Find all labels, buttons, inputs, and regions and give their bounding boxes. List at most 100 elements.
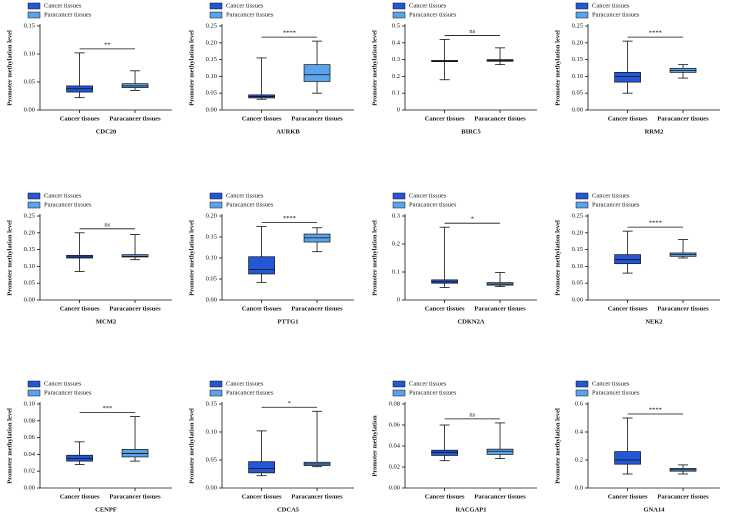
- panel: Cancer tissues Paracancer tissues Promoter…: [188, 192, 354, 325]
- y-axis-label: Promoter methylation level: [188, 30, 195, 106]
- legend-swatch: [575, 380, 589, 388]
- chart-title: PTTG1: [278, 318, 299, 325]
- legend-label: Cancer tissues: [226, 192, 264, 199]
- legend-swatch: [27, 192, 41, 200]
- legend-swatch: [209, 389, 223, 397]
- chart-title: GNA14: [644, 506, 666, 513]
- y-tick-label: 0.05: [206, 275, 217, 282]
- legend-label: Cancer tissues: [44, 2, 82, 9]
- y-tick-label: 0.05: [206, 456, 217, 463]
- x-tick-label: Paracancer tissues: [657, 115, 709, 122]
- legend-label: Paracancer tissues: [226, 389, 274, 396]
- legend-swatch: [392, 11, 406, 19]
- y-tick-label: 0.20: [572, 39, 583, 46]
- y-tick-label: 0.2: [575, 456, 583, 463]
- y-tick-label: 0.08: [389, 400, 400, 407]
- y-tick-label: 0.00: [572, 106, 583, 113]
- y-tick-label: 0.15: [206, 233, 217, 240]
- y-tick-label: 0.04: [24, 451, 36, 458]
- y-axis-label: Promoter methylation level: [554, 30, 561, 106]
- y-tick-label: 0.08: [24, 417, 35, 424]
- y-tick-label: 0.2: [392, 73, 400, 80]
- y-tick-label: 0.10: [24, 50, 35, 57]
- legend-label: Paracancer tissues: [409, 201, 457, 208]
- y-axis-label: Promoter methylation level: [6, 30, 13, 106]
- legend-swatch: [209, 380, 223, 388]
- box: [614, 254, 641, 265]
- y-tick-label: 0.20: [206, 212, 217, 219]
- legend-label: Cancer tissues: [592, 2, 630, 9]
- legend-swatch: [575, 2, 589, 10]
- significance-label: ****: [649, 406, 662, 413]
- panel: Cancer tissues Paracancer tissues Promoter…: [6, 380, 172, 513]
- y-tick-label: 0.10: [572, 263, 583, 270]
- y-tick-label: 0.5: [392, 22, 400, 29]
- box: [431, 449, 458, 456]
- y-axis-label: Promoter methylation level: [6, 220, 13, 296]
- y-tick-label: 0.06: [389, 421, 401, 428]
- y-tick-label: 0.10: [572, 73, 583, 80]
- chart-title: CENPF: [95, 506, 117, 513]
- y-tick-label: 0.15: [24, 22, 35, 29]
- legend-label: Cancer tissues: [44, 192, 82, 199]
- legend-swatch: [209, 2, 223, 10]
- box: [614, 72, 641, 83]
- x-tick-label: Cancer tissues: [608, 115, 648, 122]
- legend-label: Paracancer tissues: [592, 201, 640, 208]
- y-tick-label: 0.04: [389, 442, 401, 449]
- y-tick-label: 0.00: [572, 296, 583, 303]
- panel: Cancer tissues Paracancer tissues Promoter…: [371, 192, 537, 325]
- y-tick-label: 0.4: [575, 428, 584, 435]
- y-tick-label: 0.25: [572, 22, 583, 29]
- x-tick-label: Paracancer tissues: [109, 493, 161, 500]
- legend-label: Paracancer tissues: [592, 11, 640, 18]
- y-tick-label: 0.20: [206, 39, 217, 46]
- legend-label: Cancer tissues: [409, 2, 447, 9]
- y-tick-label: 0.00: [206, 106, 217, 113]
- x-tick-label: Paracancer tissues: [474, 305, 526, 312]
- y-tick-label: 0.02: [24, 468, 35, 475]
- legend-swatch: [27, 389, 41, 397]
- panel: Cancer tissues Paracancer tissues Promoter…: [371, 2, 537, 135]
- legend-label: Cancer tissues: [592, 380, 630, 387]
- legend-swatch: [392, 380, 406, 388]
- y-axis-label: Promoter methylation level: [554, 220, 561, 296]
- y-tick-label: 0.10: [24, 400, 35, 407]
- legend-label: Paracancer tissues: [409, 11, 457, 18]
- chart-title: NEK2: [645, 318, 662, 325]
- x-tick-label: Paracancer tissues: [291, 305, 343, 312]
- y-tick-label: 0.00: [24, 106, 35, 113]
- chart-title: AURKB: [276, 128, 300, 135]
- panel: Cancer tissues Paracancer tissues Promoter…: [554, 192, 720, 325]
- legend-label: Paracancer tissues: [226, 11, 274, 18]
- legend-label: Paracancer tissues: [592, 389, 640, 396]
- significance-label: ****: [649, 220, 662, 227]
- y-tick-label: 0.15: [572, 246, 583, 253]
- significance-label: *: [471, 216, 474, 223]
- chart-title: BIRC5: [461, 128, 481, 135]
- y-tick-label: 0.00: [24, 484, 35, 491]
- y-tick-label: 0.05: [206, 90, 217, 97]
- legend-label: Paracancer tissues: [409, 389, 457, 396]
- box: [66, 454, 93, 462]
- x-tick-label: Paracancer tissues: [657, 305, 709, 312]
- y-tick-label: 0.15: [206, 400, 217, 407]
- legend-swatch: [392, 201, 406, 209]
- legend-swatch: [392, 2, 406, 10]
- significance-label: ****: [649, 30, 662, 37]
- y-tick-label: 0.06: [24, 434, 36, 441]
- x-tick-label: Cancer tissues: [60, 493, 100, 500]
- y-tick-label: 0.15: [24, 246, 35, 253]
- y-tick-label: 0.3: [392, 212, 400, 219]
- chart-title: MCM2: [96, 318, 116, 325]
- legend-label: Cancer tissues: [409, 192, 447, 199]
- legend-label: Cancer tissues: [226, 380, 264, 387]
- y-tick-label: 0.25: [206, 22, 217, 29]
- legend-swatch: [209, 11, 223, 19]
- legend-swatch: [27, 380, 41, 388]
- x-tick-label: Cancer tissues: [242, 493, 282, 500]
- panel: Cancer tissues Paracancer tissues Promoter…: [188, 2, 354, 135]
- y-tick-label: 0.25: [572, 212, 583, 219]
- legend-label: Paracancer tissues: [44, 201, 92, 208]
